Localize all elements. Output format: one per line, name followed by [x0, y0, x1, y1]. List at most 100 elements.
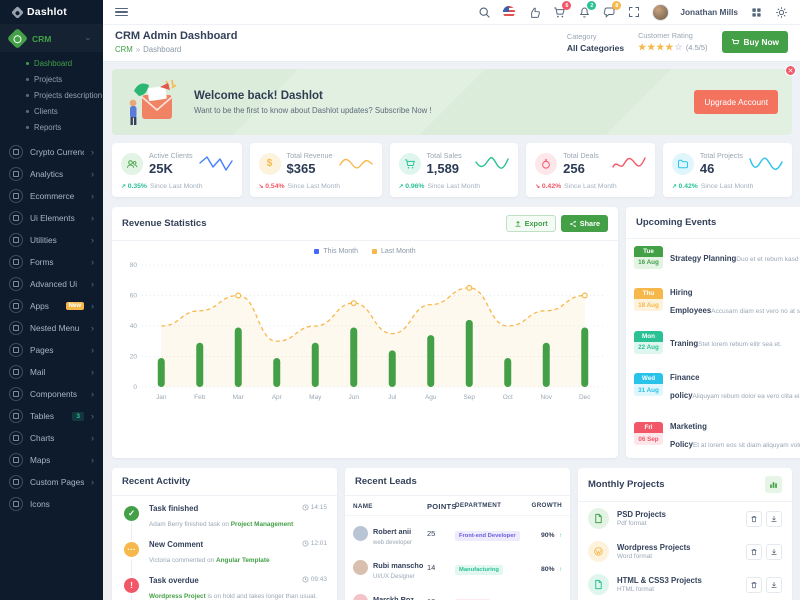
brand-logo[interactable]: Dashlot — [0, 0, 103, 25]
activity-link[interactable]: Project Management — [230, 520, 294, 528]
like-icon[interactable] — [527, 5, 541, 19]
delete-trash-button[interactable] — [746, 510, 762, 527]
activity-panel-title: Recent Activity — [122, 476, 191, 487]
bell-icon[interactable]: 2 — [577, 1, 597, 19]
sidebar-item-components[interactable]: Components — [0, 383, 103, 405]
sidebar-item-apps[interactable]: Apps New — [0, 295, 103, 317]
breadcrumb-separator: » — [135, 45, 141, 54]
sidebar-item-reports[interactable]: Reports — [0, 119, 103, 135]
user-avatar[interactable] — [652, 3, 670, 21]
chat-icon[interactable]: 8 — [602, 1, 622, 19]
sidebar-item-dashboard[interactable]: Dashboard — [0, 55, 103, 71]
sidebar-item-utilities[interactable]: Utilities — [0, 229, 103, 251]
download-button[interactable] — [766, 510, 782, 527]
project-item: HTML & CSS3 Projects HTML format — [578, 568, 792, 600]
fullscreen-icon[interactable] — [627, 5, 641, 19]
sidebar-item-advanced-ui[interactable]: Advanced Ui — [0, 273, 103, 295]
stat-since: Since Last Month — [287, 183, 341, 190]
sidebar-item-charts[interactable]: Charts — [0, 427, 103, 449]
user-name[interactable]: Jonathan Mills — [680, 7, 738, 17]
banner-illustration — [129, 79, 177, 125]
stat-value: 256 — [563, 161, 585, 176]
upgrade-account-button[interactable]: Upgrade Account — [694, 90, 778, 114]
projects-panel-title: Monthly Projects — [588, 479, 665, 490]
sidebar-item-ecommerce[interactable]: Ecommerce — [0, 185, 103, 207]
menu-label: Crypto Currency — [30, 147, 84, 157]
rating-stars-icon: ★★★★ — [638, 42, 675, 52]
menu-label: Utilities — [30, 235, 57, 245]
svg-text:May: May — [309, 394, 322, 401]
utilities-icon — [9, 233, 23, 247]
menu-label: Charts — [30, 433, 55, 443]
sidebar-item-clients[interactable]: Clients — [0, 103, 103, 119]
activity-link[interactable]: Wordpress Project — [149, 592, 206, 600]
sparkline-chart — [338, 154, 373, 174]
sidebar-item-ui-elements[interactable]: Ui Elements — [0, 207, 103, 229]
download-button[interactable] — [766, 576, 782, 593]
event-dt: 06 Sep — [638, 435, 659, 443]
delete-trash-button[interactable] — [746, 576, 762, 593]
projects-chart-button[interactable] — [765, 476, 782, 493]
sidebar-item-projects-description[interactable]: Projects description — [0, 87, 103, 103]
stat-since: Since Last Month — [149, 183, 203, 190]
activity-link[interactable]: Angular Template — [216, 556, 270, 564]
sidebar-item-maps[interactable]: Maps — [0, 449, 103, 471]
stat-label: Active Clients — [149, 151, 193, 160]
menu-label: Components — [30, 389, 78, 399]
search-icon[interactable] — [477, 5, 491, 19]
revenue-statistics-panel: Revenue Statistics Export Share This Mon… — [112, 207, 618, 458]
event-desc: Aliquyam rebum dolor ea vero clita eirm.… — [692, 392, 800, 400]
download-button[interactable] — [766, 543, 782, 560]
sidebar-item-icons[interactable]: Icons — [0, 493, 103, 515]
settings-gear-icon[interactable] — [774, 5, 788, 19]
custom-pages-icon — [9, 475, 23, 489]
sidebar-item-forms[interactable]: Forms — [0, 251, 103, 273]
sidebar-item-pages[interactable]: Pages — [0, 339, 103, 361]
rating-label: Customer Rating — [638, 31, 693, 40]
stat-change: 0.42% — [672, 183, 698, 190]
department-badge: Front-end Developer — [455, 531, 520, 541]
share-label: Share — [579, 219, 600, 228]
avatar — [353, 525, 368, 541]
sidebar-item-tables[interactable]: Tables 3 — [0, 405, 103, 427]
menu-label: Nested Menu — [30, 323, 80, 333]
apps-grid-icon[interactable] — [749, 5, 763, 19]
activity-title: New Comment — [149, 539, 204, 549]
buy-now-button[interactable]: Buy Now — [721, 31, 788, 53]
crm-submenu: Dashboard Projects Projects description … — [0, 52, 103, 141]
alert-icon: ! — [122, 575, 141, 595]
cart-icon[interactable]: 6 — [552, 1, 572, 19]
share-button[interactable]: Share — [560, 215, 608, 232]
event-dt: 16 Aug — [638, 259, 659, 266]
sidebar-item-custom-pages[interactable]: Custom Pages — [0, 471, 103, 493]
sidebar-item-crypto-currency[interactable]: Crypto Currency — [0, 141, 103, 163]
menu-label: Apps — [30, 301, 49, 311]
sidebar-item-mail[interactable]: Mail — [0, 361, 103, 383]
menu-label: Analytics — [30, 169, 64, 179]
activity-time: 09:43 — [302, 576, 327, 583]
stat-since: Since Last Month — [564, 183, 617, 190]
export-button[interactable]: Export — [505, 215, 556, 232]
sidebar-item-crm[interactable]: CRM — [0, 25, 103, 52]
stat-label: Total Revenue — [286, 151, 333, 160]
event-item: Fri 06 Sep Marketing PolicyEt at lorem eo… — [626, 409, 800, 458]
category-value[interactable]: All Categories — [566, 42, 625, 53]
stat-change: 0.42% — [535, 183, 561, 190]
breadcrumb: CRM» Dashboard — [115, 45, 237, 54]
event-date-badge: Fri 06 Sep — [634, 422, 663, 445]
sidebar-item-analytics[interactable]: Analytics — [0, 163, 103, 185]
hamburger-menu-icon[interactable] — [115, 5, 128, 18]
breadcrumb-root[interactable]: CRM — [115, 45, 133, 54]
chart-legend: This Month Last Month — [112, 241, 618, 255]
delete-trash-button[interactable] — [746, 543, 762, 560]
banner-close-icon[interactable]: ✕ — [785, 65, 796, 76]
language-flag-icon[interactable] — [502, 5, 516, 19]
chevron-right-icon — [91, 279, 94, 289]
stat-since: Since Last Month — [700, 183, 754, 190]
cart-badge: 6 — [562, 1, 572, 10]
chevron-right-icon — [91, 455, 94, 465]
sidebar-item-projects[interactable]: Projects — [0, 71, 103, 87]
sidebar-item-nested-menu[interactable]: Nested Menu — [0, 317, 103, 339]
stat-card-active-clients: Active Clients 25K 0.35%Since Last Month — [112, 143, 242, 197]
